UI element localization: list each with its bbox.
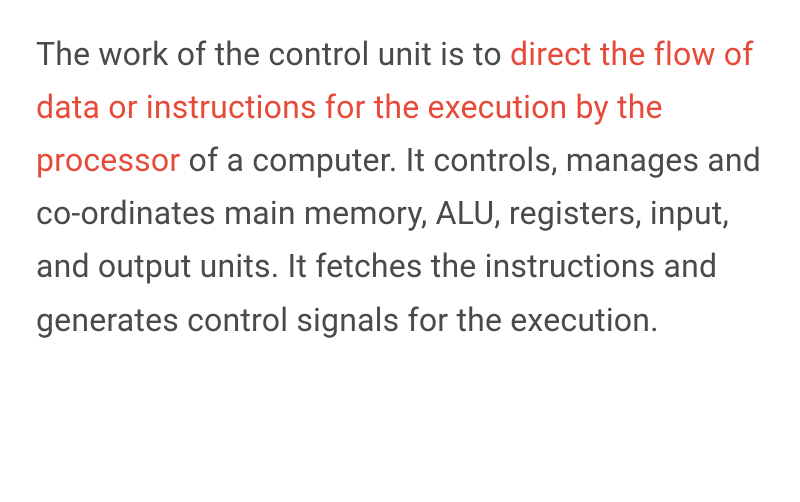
text-segment-0: The work of the control unit is to: [36, 35, 510, 73]
body-paragraph: The work of the control unit is to direc…: [36, 28, 764, 347]
